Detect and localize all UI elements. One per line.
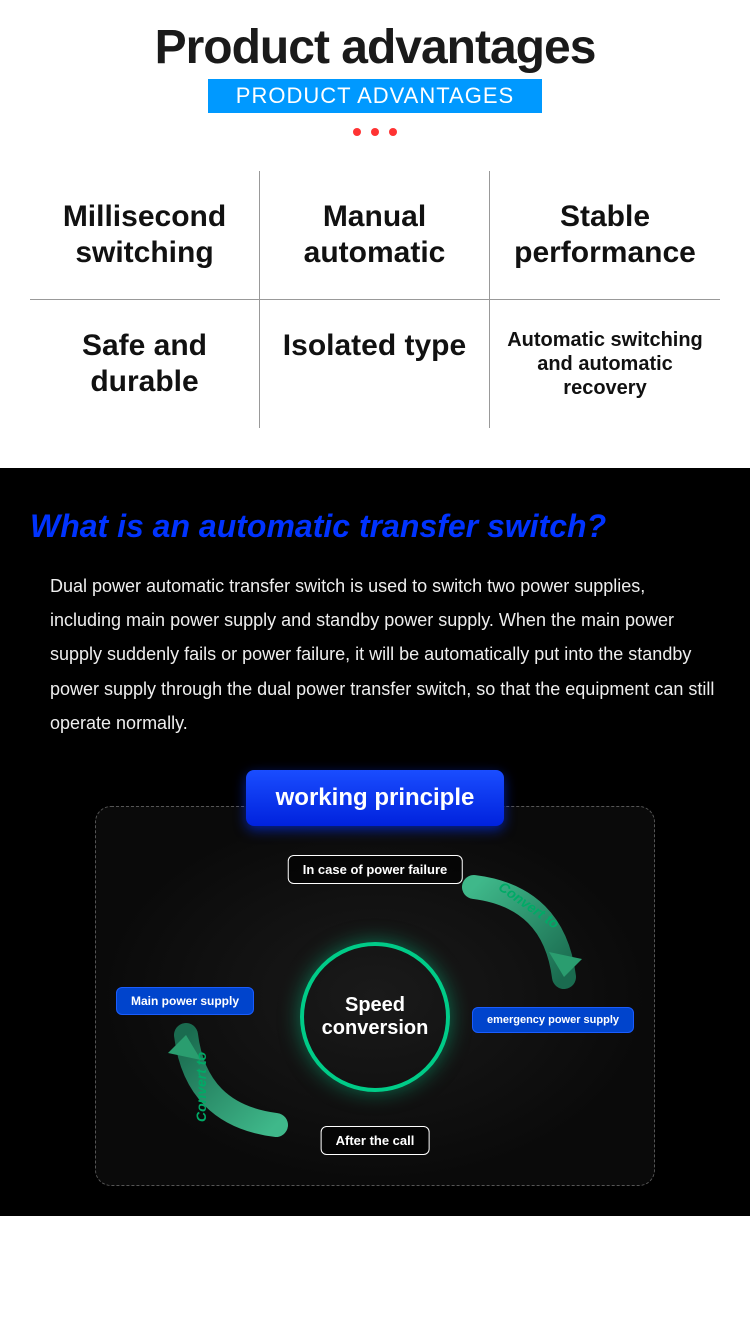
arrow-bottom-left-icon	[156, 1005, 296, 1145]
diagram-node-top: In case of power failure	[288, 855, 463, 884]
description-text: Dual power automatic transfer switch is …	[30, 569, 720, 740]
diagram-center-circle: Speed conversion	[300, 942, 450, 1092]
arrow-top-right-icon	[454, 867, 594, 1007]
center-label-1: Speed	[345, 994, 405, 1017]
dot-icon	[371, 128, 379, 136]
feature-cell: Automatic switching and automatic recove…	[490, 300, 720, 428]
top-section: Product advantages PRODUCT ADVANTAGES Mi…	[0, 0, 750, 468]
diagram-wrapper: working principle In case of power failu…	[30, 770, 720, 1186]
dot-icon	[389, 128, 397, 136]
diagram-box: In case of power failure Main power supp…	[95, 806, 655, 1186]
features-grid: Millisecond switching Manual automatic S…	[30, 171, 720, 428]
dark-section: What is an automatic transfer switch? Du…	[0, 468, 750, 1216]
dots-decor	[0, 123, 750, 141]
feature-cell: Manual automatic	[260, 171, 490, 300]
feature-cell: Stable performance	[490, 171, 720, 300]
feature-cell: Isolated type	[260, 300, 490, 428]
dot-icon	[353, 128, 361, 136]
working-principle-badge: working principle	[246, 770, 505, 826]
diagram-node-right: emergency power supply	[472, 1007, 634, 1033]
feature-cell: Millisecond switching	[30, 171, 260, 300]
diagram-node-bottom: After the call	[321, 1126, 430, 1155]
page-title: Product advantages	[0, 20, 750, 75]
center-label-2: conversion	[322, 1017, 429, 1040]
convert-label: Convert to	[193, 1052, 209, 1122]
feature-cell: Safe and durable	[30, 300, 260, 428]
question-title: What is an automatic transfer switch?	[30, 508, 720, 545]
subtitle-badge: PRODUCT ADVANTAGES	[208, 79, 542, 113]
